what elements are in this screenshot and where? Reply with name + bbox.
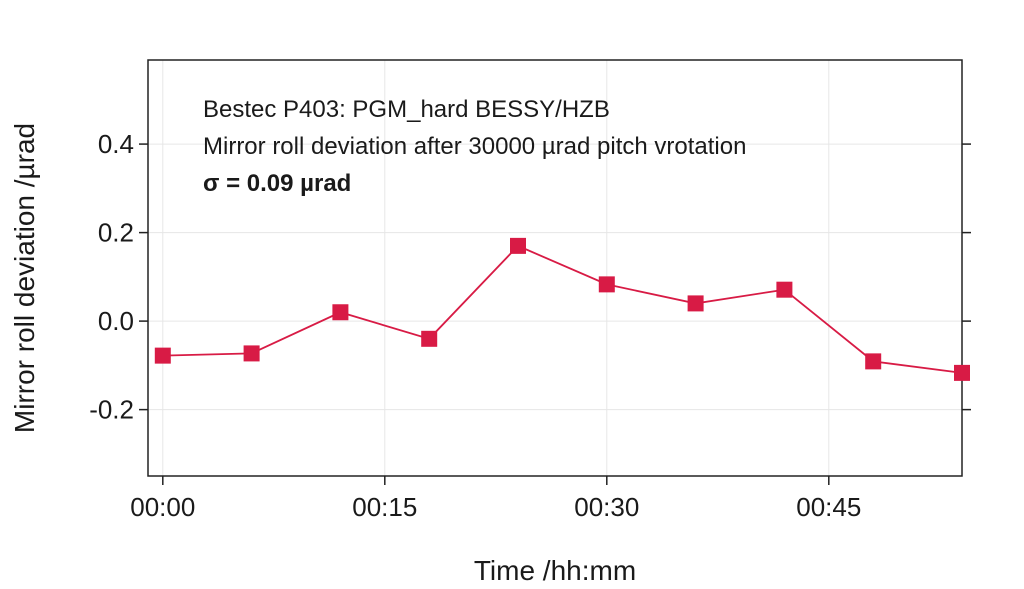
y-tick-label: 0.0 — [98, 306, 134, 336]
axis-ticks — [139, 143, 971, 485]
y-tick-label: 0.4 — [98, 129, 134, 159]
annotations: Bestec P403: PGM_hard BESSY/HZB Mirror r… — [203, 96, 746, 197]
annotation-sigma: σ = 0.09 µrad — [203, 170, 351, 197]
data-point-marker — [421, 330, 438, 347]
plot-frame — [147, 59, 963, 477]
y-axis-title: Mirror roll deviation /µrad — [9, 123, 40, 433]
x-tick-label: 00:45 — [796, 492, 861, 522]
annotation-line-1: Bestec P403: PGM_hard BESSY/HZB — [203, 96, 610, 123]
data-point-marker — [776, 281, 793, 298]
y-tick-label: 0.2 — [98, 218, 134, 248]
x-tick-label: 00:30 — [574, 492, 639, 522]
annotation-line-2: Mirror roll deviation after 30000 µrad p… — [203, 133, 746, 160]
data-point-marker — [510, 237, 526, 254]
data-point-marker — [598, 276, 615, 293]
data-point-marker — [332, 304, 349, 321]
data-point-marker — [954, 364, 970, 381]
x-tick-labels: 00:00 00:15 00:30 00:45 — [130, 492, 861, 522]
x-tick-label: 00:15 — [352, 492, 417, 522]
x-tick-label: 00:00 — [130, 492, 195, 522]
series-line — [162, 244, 963, 374]
grid-lines — [148, 60, 962, 476]
series-layer — [154, 237, 970, 381]
x-axis-title: Time /hh:mm — [474, 555, 636, 586]
data-point-marker — [154, 347, 171, 364]
y-tick-label: -0.2 — [89, 395, 134, 425]
data-point-marker — [687, 295, 704, 312]
data-point-marker — [865, 353, 882, 370]
y-tick-labels: -0.2 0.0 0.2 0.4 — [89, 129, 134, 425]
data-point-marker — [243, 345, 260, 362]
